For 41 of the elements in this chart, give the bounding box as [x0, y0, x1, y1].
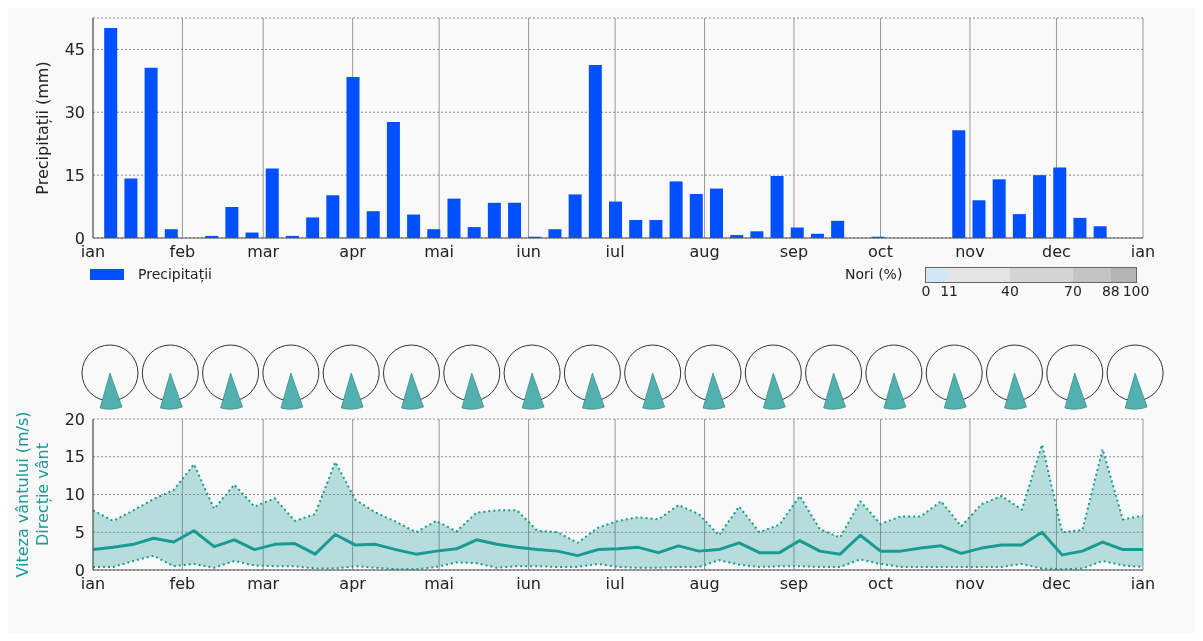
color-bar-label: 100	[1122, 283, 1150, 299]
y-tick-label: 15	[64, 165, 85, 185]
color-bar-label: 70	[1064, 283, 1082, 299]
x-tick-label: aug	[689, 574, 720, 594]
color-bar-title: Nori (%)	[845, 266, 903, 282]
y-tick-label: 5	[74, 522, 85, 542]
x-tick-label: nov	[955, 574, 985, 594]
x-tick-label: aug	[689, 242, 720, 262]
x-tick-label: iul	[605, 242, 625, 262]
legend-label: Precipitații	[138, 266, 212, 282]
x-tick-label: apr	[339, 242, 367, 262]
color-bar-label: 11	[940, 283, 959, 299]
y-tick-label: 30	[64, 102, 85, 122]
x-tick-label: oct	[868, 242, 893, 262]
color-bar-label: 40	[1001, 283, 1019, 299]
y-tick-label: 45	[64, 40, 85, 60]
x-tick-label: mai	[424, 242, 455, 262]
y-tick-label: 10	[64, 485, 85, 505]
y-tick-label: 15	[64, 447, 85, 467]
x-tick-label: feb	[169, 242, 196, 262]
x-tick-label: iun	[516, 242, 541, 262]
y-tick-label: 20	[64, 409, 85, 429]
x-tick-label: sep	[779, 242, 809, 262]
color-bar-label: 88	[1101, 283, 1120, 299]
x-tick-label: mar	[247, 574, 280, 594]
x-tick-label: mar	[247, 242, 280, 262]
x-tick-label: iul	[605, 574, 625, 594]
x-tick-label: sep	[779, 574, 809, 594]
x-tick-label: dec	[1042, 242, 1071, 262]
x-tick-label: iun	[516, 574, 541, 594]
x-tick-label: feb	[169, 574, 196, 594]
x-tick-label: apr	[339, 574, 367, 594]
x-tick-label: oct	[868, 574, 893, 594]
x-tick-label: dec	[1042, 574, 1071, 594]
x-tick-label: ian	[1130, 574, 1156, 594]
y-axis-title: Viteza vântului (m/s) Direcție vânt	[12, 411, 52, 578]
x-tick-label: mai	[424, 574, 455, 594]
x-tick-label: nov	[955, 242, 985, 262]
color-bar-label: 0	[921, 283, 931, 299]
x-tick-label: ian	[1130, 242, 1156, 262]
y-axis-title: Precipitații (mm)	[32, 61, 52, 195]
